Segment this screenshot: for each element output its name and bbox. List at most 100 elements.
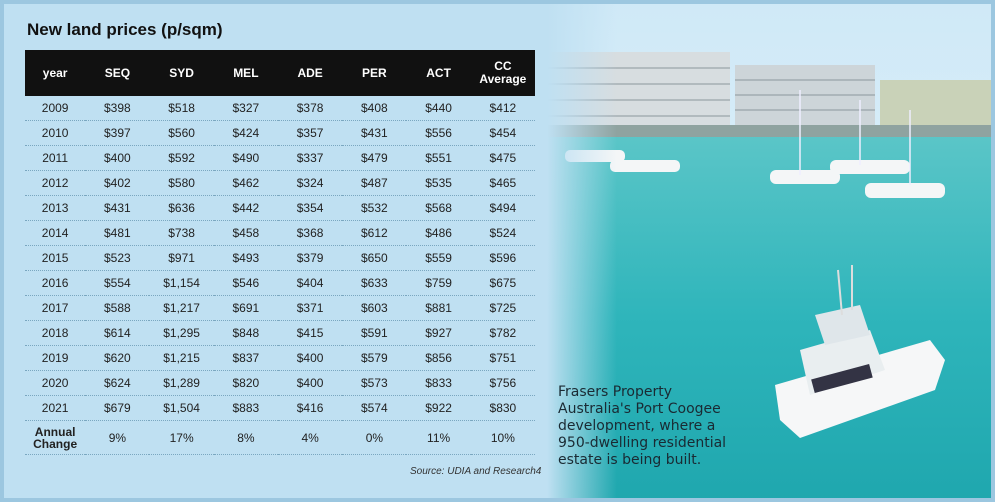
cell: 17% [149,420,214,455]
cell: $568 [406,195,471,221]
cell: $404 [277,270,343,296]
cell: $440 [406,96,471,121]
cell: $756 [470,370,535,396]
cell: $486 [406,220,471,246]
row-label: 2018 [25,320,86,346]
cell: $574 [342,395,407,421]
column-header: ACT [406,50,471,96]
row-label: 2016 [25,270,86,296]
cell: $532 [342,195,407,221]
cell: $493 [213,245,278,271]
row-label: 2009 [25,96,86,121]
column-header: year [25,50,86,96]
cell: $458 [213,220,278,246]
cell: $371 [277,295,343,321]
cell: $725 [470,295,535,321]
cell: $1,215 [149,345,214,371]
cell: $738 [149,220,214,246]
row-label: 2013 [25,195,86,221]
cell: $465 [470,170,535,196]
row-label: 2015 [25,245,86,271]
table-row: 2014 $481 $738 $458 $368 $612 $486 $524 [25,220,535,246]
table-row: 2013 $431 $636 $442 $354 $532 $568 $494 [25,195,535,221]
cell: $357 [277,120,343,146]
cell: $833 [406,370,471,396]
cell: $751 [470,345,535,371]
cell: $431 [85,195,150,221]
cell: $675 [470,270,535,296]
cell: $378 [277,96,343,121]
cell: 8% [213,420,278,455]
cell: $1,154 [149,270,214,296]
cell: $324 [277,170,343,196]
table-row: 2009 $398 $518 $327 $378 $408 $440 $412 [25,96,535,121]
cell: $592 [149,145,214,171]
cell: $691 [213,295,278,321]
cell: 11% [406,420,471,455]
row-label: 2020 [25,370,86,396]
row-label: 2012 [25,170,86,196]
cell: $596 [470,245,535,271]
row-label: 2010 [25,120,86,146]
cell: $400 [277,345,343,371]
source: Source: UDIA and Research4 [410,466,542,477]
cell: 9% [85,420,150,455]
cell: $782 [470,320,535,346]
cell: $591 [342,320,407,346]
table-row: 2015 $523 $971 $493 $379 $650 $559 $596 [25,245,535,271]
cell: $856 [406,345,471,371]
cell: $971 [149,245,214,271]
column-header: SEQ [85,50,150,96]
photo-caption: Frasers Property Australia's Port Coogee… [558,384,727,468]
row-label: 2011 [25,145,86,171]
cell: $620 [85,345,150,371]
cell: 10% [470,420,535,455]
table-row: 2012 $402 $580 $462 $324 $487 $535 $465 [25,170,535,196]
cell: $524 [470,220,535,246]
cell: $424 [213,120,278,146]
cell: $820 [213,370,278,396]
cell: $546 [213,270,278,296]
table-row: 2019 $620 $1,215 $837 $400 $579 $856 $751 [25,345,535,371]
cell: $559 [406,245,471,271]
cell: $475 [470,145,535,171]
cell: $1,504 [149,395,214,421]
cell: $560 [149,120,214,146]
cell: $883 [213,395,278,421]
row-label: 2017 [25,295,86,321]
column-header: MEL [213,50,278,96]
cell: $556 [406,120,471,146]
cell: $402 [85,170,150,196]
table-row: 2016 $554 $1,154 $546 $404 $633 $759 $675 [25,270,535,296]
cell: $397 [85,120,150,146]
cell: $837 [213,345,278,371]
cell: $415 [277,320,343,346]
cell: 4% [277,420,343,455]
cell: $518 [149,96,214,121]
cell: $354 [277,195,343,221]
cell: $398 [85,96,150,121]
cell: $830 [470,395,535,421]
cell: $327 [213,96,278,121]
column-header: SYD [149,50,214,96]
cell: $454 [470,120,535,146]
cell: $603 [342,295,407,321]
row-label: 2019 [25,345,86,371]
cell: $624 [85,370,150,396]
table-row: Annual Change 9% 17% 8% 4% 0% 11% 10% [25,420,535,455]
table-row: 2017 $588 $1,217 $691 $371 $603 $881 $725 [25,295,535,321]
cell: $612 [342,220,407,246]
cell: $554 [85,270,150,296]
column-header: PER [342,50,407,96]
cell: $1,295 [149,320,214,346]
cell: $633 [342,270,407,296]
cell: $416 [277,395,343,421]
cell: $400 [85,145,150,171]
cell: $679 [85,395,150,421]
cell: $588 [85,295,150,321]
cell: $927 [406,320,471,346]
cell: $551 [406,145,471,171]
column-header: CC Average [470,50,535,96]
cell: $636 [149,195,214,221]
